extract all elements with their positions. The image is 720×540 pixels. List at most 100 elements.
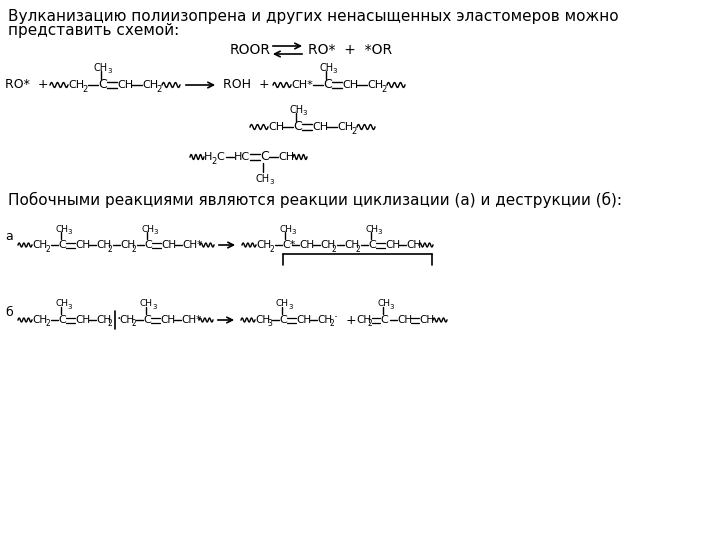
Text: CH: CH xyxy=(160,315,175,325)
Text: CH: CH xyxy=(75,315,90,325)
Text: CH: CH xyxy=(406,240,421,250)
Text: CH: CH xyxy=(117,80,133,90)
Text: а: а xyxy=(5,231,13,244)
Text: CH: CH xyxy=(344,240,359,250)
Text: 3: 3 xyxy=(288,304,292,310)
Text: Вулканизацию полиизопрена и других ненасыщенных эластомеров можно: Вулканизацию полиизопрена и других ненас… xyxy=(8,10,618,24)
Text: C: C xyxy=(143,315,150,325)
Text: CH: CH xyxy=(256,240,271,250)
Text: 2: 2 xyxy=(381,84,386,93)
Text: RO*  +  *OR: RO* + *OR xyxy=(308,43,392,57)
Text: 3: 3 xyxy=(269,179,274,185)
Text: C: C xyxy=(58,315,66,325)
Text: 2: 2 xyxy=(351,126,356,136)
Text: CH: CH xyxy=(94,63,108,73)
Text: CH: CH xyxy=(119,315,134,325)
Text: H: H xyxy=(204,152,212,162)
Text: CH: CH xyxy=(141,225,154,233)
Text: CH: CH xyxy=(96,240,111,250)
Text: CH: CH xyxy=(55,300,68,308)
Text: CH*: CH* xyxy=(182,240,202,250)
Text: C: C xyxy=(380,315,388,325)
Text: +: + xyxy=(342,314,356,327)
Text: ROOR: ROOR xyxy=(230,43,271,57)
Text: CH: CH xyxy=(365,225,378,233)
Text: CH: CH xyxy=(289,105,303,115)
Text: 3: 3 xyxy=(152,304,156,310)
Text: CH: CH xyxy=(120,240,135,250)
Text: ·: · xyxy=(334,312,338,325)
Text: CH: CH xyxy=(296,315,311,325)
Text: CH: CH xyxy=(96,315,111,325)
Text: CH: CH xyxy=(276,300,289,308)
Text: ROH  +: ROH + xyxy=(223,78,269,91)
Text: CH: CH xyxy=(161,240,176,250)
Text: 3: 3 xyxy=(389,304,394,310)
Text: C: C xyxy=(293,120,302,133)
Text: CH: CH xyxy=(356,315,371,325)
Text: 2: 2 xyxy=(46,245,50,253)
Text: 3: 3 xyxy=(67,304,71,310)
Text: CH: CH xyxy=(268,122,284,132)
Text: 2: 2 xyxy=(356,245,361,253)
Text: 2: 2 xyxy=(131,320,136,328)
Text: CH: CH xyxy=(419,315,434,325)
Text: C*: C* xyxy=(282,240,295,250)
Text: 3: 3 xyxy=(153,229,158,235)
Text: HC: HC xyxy=(234,152,250,162)
Text: CH: CH xyxy=(367,80,383,90)
Text: C: C xyxy=(323,78,332,91)
Text: 2: 2 xyxy=(156,84,161,93)
Text: CH: CH xyxy=(320,240,335,250)
Text: CH: CH xyxy=(279,225,292,233)
Text: 2: 2 xyxy=(211,157,216,165)
Text: CH: CH xyxy=(55,225,68,233)
Text: 2: 2 xyxy=(108,320,113,328)
Text: 3: 3 xyxy=(377,229,382,235)
Text: CH*: CH* xyxy=(181,315,202,325)
Text: 3: 3 xyxy=(332,68,336,74)
Text: C: C xyxy=(260,151,269,164)
Text: 2: 2 xyxy=(329,320,334,328)
Text: CH: CH xyxy=(385,240,400,250)
Text: CH: CH xyxy=(397,315,412,325)
Text: представить схемой:: представить схемой: xyxy=(8,24,179,38)
Text: 2: 2 xyxy=(108,245,113,253)
Text: 3: 3 xyxy=(67,229,71,235)
Text: C: C xyxy=(98,78,107,91)
Text: CH: CH xyxy=(377,300,390,308)
Text: Побочными реакциями являются реакции циклизации (а) и деструкции (б):: Побочными реакциями являются реакции цик… xyxy=(8,192,622,208)
Text: 2: 2 xyxy=(270,245,275,253)
Text: 3: 3 xyxy=(267,320,272,328)
Text: CH: CH xyxy=(317,315,332,325)
Text: б: б xyxy=(5,306,13,319)
Text: 3: 3 xyxy=(291,229,295,235)
Text: C: C xyxy=(216,152,224,162)
Text: CH: CH xyxy=(75,240,90,250)
Text: CH: CH xyxy=(319,63,333,73)
Text: RO*  +: RO* + xyxy=(5,78,48,91)
Text: C: C xyxy=(144,240,152,250)
Text: ·: · xyxy=(116,312,120,326)
Text: CH: CH xyxy=(32,240,47,250)
Text: CH: CH xyxy=(342,80,358,90)
Text: CH: CH xyxy=(256,174,270,184)
Text: C: C xyxy=(368,240,376,250)
Text: CH*: CH* xyxy=(291,80,312,90)
Text: 2: 2 xyxy=(82,84,87,93)
Text: CH: CH xyxy=(299,240,314,250)
Text: CH: CH xyxy=(255,315,270,325)
Text: CH: CH xyxy=(140,300,153,308)
Text: 3: 3 xyxy=(302,110,307,116)
Text: CH: CH xyxy=(278,152,294,162)
Text: CH: CH xyxy=(142,80,158,90)
Text: CH: CH xyxy=(68,80,84,90)
Text: 2: 2 xyxy=(46,320,50,328)
Text: C: C xyxy=(58,240,66,250)
Text: CH: CH xyxy=(32,315,47,325)
Text: CH: CH xyxy=(337,122,353,132)
Text: CH: CH xyxy=(312,122,328,132)
Text: 2: 2 xyxy=(332,245,337,253)
Text: 2: 2 xyxy=(368,320,373,328)
Text: 3: 3 xyxy=(107,68,112,74)
